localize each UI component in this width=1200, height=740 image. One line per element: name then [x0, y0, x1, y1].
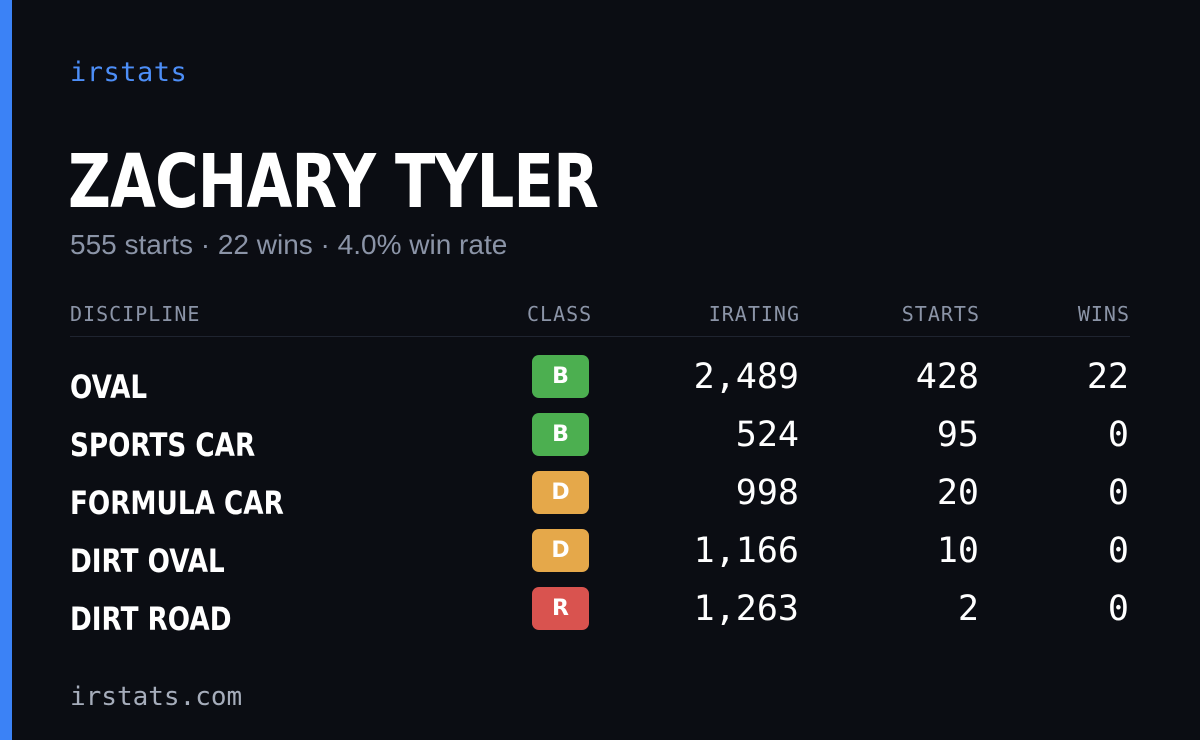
class-badge: R — [532, 587, 589, 630]
footer-url: irstats.com — [70, 682, 243, 712]
wins-value: 22 — [1086, 357, 1129, 397]
wins-value: 0 — [1107, 415, 1129, 455]
irating-value: 998 — [735, 473, 799, 513]
discipline-name: DIRT ROAD — [70, 600, 232, 638]
brand-logo: irstats — [70, 57, 188, 88]
discipline-name: FORMULA CAR — [70, 484, 284, 522]
class-badge: B — [532, 355, 589, 398]
starts-value: 20 — [936, 473, 979, 513]
header-discipline: DISCIPLINE — [70, 302, 201, 326]
irating-value: 1,263 — [693, 589, 799, 629]
table-row: DIRT OVAL D 1,166 10 0 — [70, 527, 1130, 585]
driver-name: ZACHARY TYLER — [68, 139, 599, 225]
wins-value: 0 — [1107, 531, 1129, 571]
discipline-name: SPORTS CAR — [70, 426, 256, 464]
discipline-name: DIRT OVAL — [70, 542, 225, 580]
driver-summary: 555 starts · 22 wins · 4.0% win rate — [70, 229, 508, 260]
discipline-name: OVAL — [70, 368, 148, 406]
starts-value: 95 — [936, 415, 979, 455]
irating-value: 524 — [735, 415, 799, 455]
wins-value: 0 — [1107, 473, 1129, 513]
starts-value: 10 — [936, 531, 979, 571]
table-body: OVAL B 2,489 428 22 SPORTS CAR B 524 95 … — [70, 337, 1130, 643]
table-row: OVAL B 2,489 428 22 — [70, 353, 1130, 411]
irating-value: 1,166 — [693, 531, 799, 571]
header-irating: IRATING — [708, 302, 800, 326]
header-wins: WINS — [1077, 302, 1130, 326]
accent-bar — [0, 0, 12, 740]
header-class: CLASS — [527, 302, 593, 326]
table-row: DIRT ROAD R 1,263 2 0 — [70, 585, 1130, 643]
stats-table: DISCIPLINE CLASS IRATING STARTS WINS OVA… — [70, 296, 1130, 643]
table-header: DISCIPLINE CLASS IRATING STARTS WINS — [70, 296, 1130, 337]
class-badge: B — [532, 413, 589, 456]
class-badge: D — [532, 529, 589, 572]
class-badge: D — [532, 471, 589, 514]
starts-value: 2 — [957, 589, 979, 629]
table-row: SPORTS CAR B 524 95 0 — [70, 411, 1130, 469]
wins-value: 0 — [1107, 589, 1129, 629]
irating-value: 2,489 — [693, 357, 799, 397]
starts-value: 428 — [915, 357, 979, 397]
table-row: FORMULA CAR D 998 20 0 — [70, 469, 1130, 527]
header-starts: STARTS — [901, 302, 980, 326]
